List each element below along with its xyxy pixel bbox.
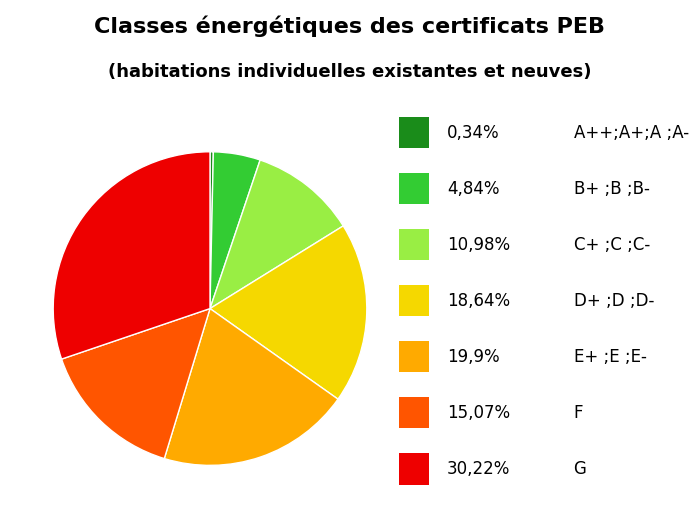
Wedge shape [210,152,214,309]
Text: (habitations individuelles existantes et neuves): (habitations individuelles existantes et… [108,63,592,81]
FancyBboxPatch shape [399,173,429,204]
FancyBboxPatch shape [399,117,429,149]
Text: B+ ;B ;B-: B+ ;B ;B- [573,180,650,198]
Text: 19,9%: 19,9% [447,348,500,366]
FancyBboxPatch shape [399,453,429,484]
Text: D+ ;D ;D-: D+ ;D ;D- [573,292,654,310]
Wedge shape [210,152,260,309]
Text: 15,07%: 15,07% [447,404,510,422]
Wedge shape [210,160,343,309]
Wedge shape [210,226,367,399]
FancyBboxPatch shape [399,229,429,260]
Text: F: F [573,404,583,422]
Wedge shape [53,152,210,359]
FancyBboxPatch shape [399,397,429,428]
Text: 0,34%: 0,34% [447,123,500,142]
Wedge shape [164,309,338,465]
Text: 18,64%: 18,64% [447,292,510,310]
FancyBboxPatch shape [399,341,429,372]
Text: A++;A+;A ;A-: A++;A+;A ;A- [573,123,689,142]
Wedge shape [62,309,210,459]
Text: E+ ;E ;E-: E+ ;E ;E- [573,348,647,366]
Text: 30,22%: 30,22% [447,460,510,478]
Text: C+ ;C ;C-: C+ ;C ;C- [573,236,650,254]
Text: 4,84%: 4,84% [447,180,500,198]
Text: Classes énergétiques des certificats PEB: Classes énergétiques des certificats PEB [94,16,606,37]
Text: 10,98%: 10,98% [447,236,510,254]
FancyBboxPatch shape [399,285,429,316]
Text: G: G [573,460,587,478]
